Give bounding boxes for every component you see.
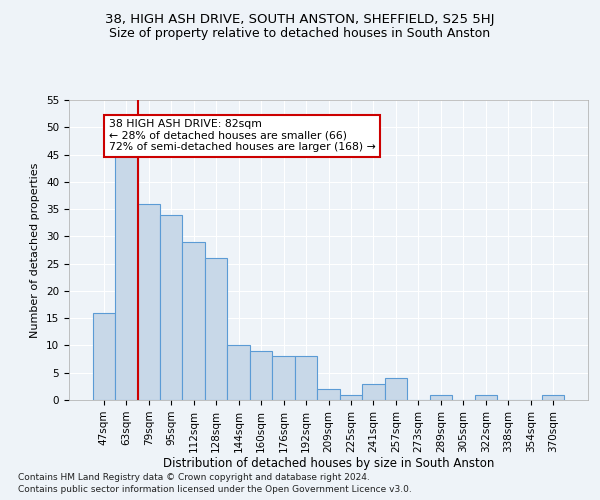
Bar [362, 384, 385, 400]
Bar [205, 258, 227, 400]
Bar [295, 356, 317, 400]
Text: 38 HIGH ASH DRIVE: 82sqm
← 28% of detached houses are smaller (66)
72% of semi-d: 38 HIGH ASH DRIVE: 82sqm ← 28% of detach… [109, 119, 376, 152]
Bar [385, 378, 407, 400]
Bar [137, 204, 160, 400]
Bar [160, 214, 182, 400]
Bar [542, 394, 565, 400]
Bar [475, 394, 497, 400]
Bar [250, 351, 272, 400]
Bar [430, 394, 452, 400]
Bar [92, 312, 115, 400]
Bar [115, 154, 137, 400]
Y-axis label: Number of detached properties: Number of detached properties [31, 162, 40, 338]
Text: Contains public sector information licensed under the Open Government Licence v3: Contains public sector information licen… [18, 485, 412, 494]
Bar [317, 389, 340, 400]
Bar [272, 356, 295, 400]
Text: Contains HM Land Registry data © Crown copyright and database right 2024.: Contains HM Land Registry data © Crown c… [18, 472, 370, 482]
Text: Size of property relative to detached houses in South Anston: Size of property relative to detached ho… [109, 28, 491, 40]
Bar [340, 394, 362, 400]
Text: 38, HIGH ASH DRIVE, SOUTH ANSTON, SHEFFIELD, S25 5HJ: 38, HIGH ASH DRIVE, SOUTH ANSTON, SHEFFI… [105, 12, 495, 26]
Bar [182, 242, 205, 400]
Bar [227, 346, 250, 400]
X-axis label: Distribution of detached houses by size in South Anston: Distribution of detached houses by size … [163, 458, 494, 470]
